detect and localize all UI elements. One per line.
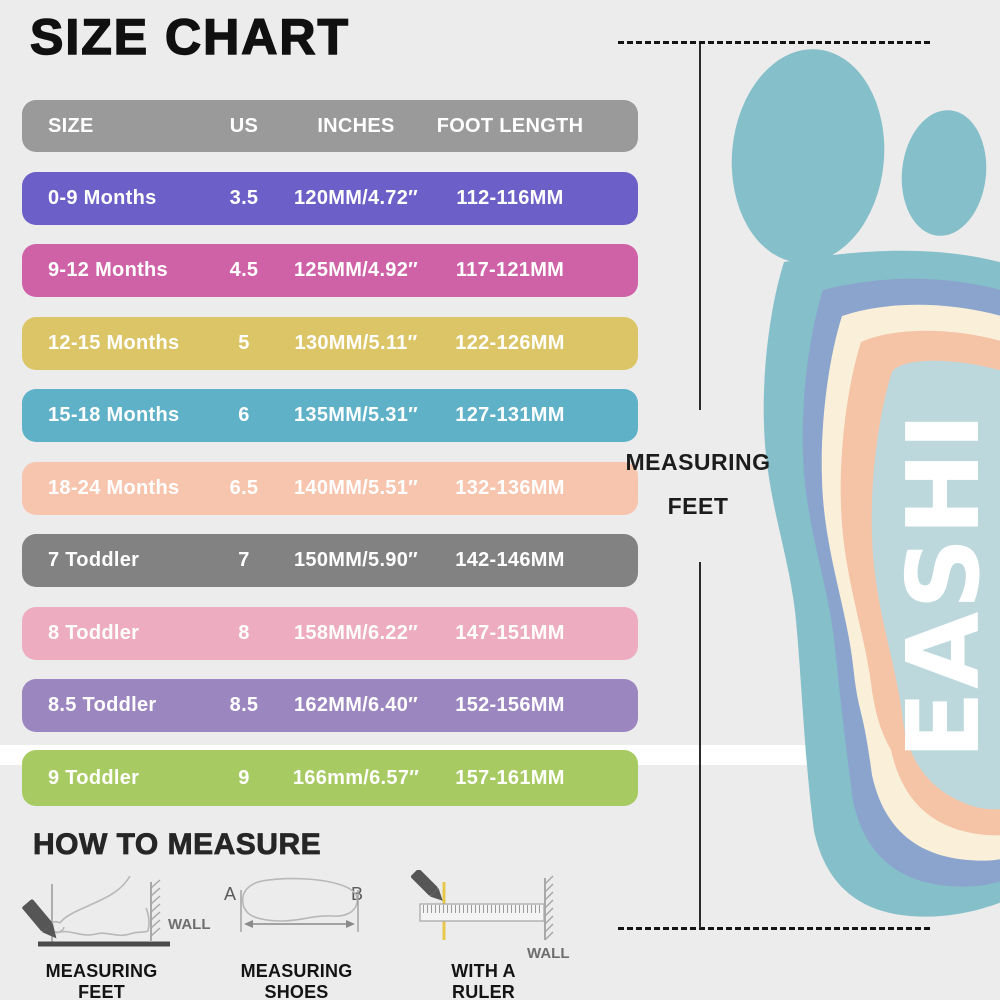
cell-foot-length: 147-151MM: [455, 622, 565, 644]
cell-size: 8 Toddler: [48, 622, 140, 644]
cell-inches: 135MM/5.31″: [293, 404, 419, 426]
foot-profile-outline: [49, 875, 150, 937]
cell-size: 12-15 Months: [48, 332, 180, 354]
how-to-measure-diagrams: WALL A B: [22, 870, 570, 962]
cell-inches: 130MM/5.11″: [294, 332, 418, 354]
cell-inches: 125MM/4.92″: [293, 259, 419, 281]
wall-label: WALL: [168, 916, 211, 933]
measuring-feet-diagram: WALL: [22, 875, 211, 947]
brand-text: EASHI: [885, 411, 1000, 760]
cell-size: 9 Toddler: [48, 766, 140, 789]
annotation-line-2: FEET: [667, 493, 729, 519]
heel-dashed-line: [618, 927, 930, 930]
cell-us: 8: [238, 622, 250, 644]
table-row: 18-24 Months 6.5 140MM/5.51″ 132-136MM: [22, 462, 638, 515]
how-to-measure-heading: HOW TO MEASURE: [33, 828, 322, 862]
cell-us: 8.5: [229, 694, 259, 716]
table-row: 7 Toddler 7 150MM/5.90″ 142-146MM: [22, 534, 638, 587]
wall-label: WALL: [527, 945, 570, 962]
point-a-label: A: [224, 884, 236, 904]
measuring-feet-annotation: MEASURING FEET: [608, 449, 788, 520]
cell-size: 9-12 Months: [48, 259, 168, 281]
cell-foot-length: 157-161MM: [455, 766, 565, 789]
cell-inches: 166mm/6.57″: [292, 766, 420, 789]
table-row: 12-15 Months 5 130MM/5.11″ 122-126MM: [22, 317, 638, 370]
cell-size: 18-24 Months: [48, 477, 180, 499]
big-toe-shape: [731, 49, 885, 263]
cell-size: 0-9 Months: [48, 187, 157, 209]
pencil-icon: [22, 899, 57, 939]
diagram-label-measuring-feet: MEASURING FEET: [45, 961, 158, 1000]
table-row: 8.5 Toddler 8.5 162MM/6.40″ 152-156MM: [22, 679, 638, 732]
cell-us: 6.5: [229, 477, 259, 499]
cell-us: 7: [238, 549, 250, 571]
cell-size: 15-18 Months: [48, 404, 180, 426]
cell-us: 3.5: [229, 187, 259, 209]
ruler: [419, 903, 545, 922]
wall-hatching: [544, 875, 554, 941]
cell-us: 5: [238, 332, 250, 354]
cell-foot-length: 117-121MM: [455, 259, 565, 281]
pencil-icon: [411, 870, 443, 901]
diagram-label-with-a-ruler: WITH A RULER: [451, 961, 516, 1000]
with-a-ruler-diagram: WALL: [411, 870, 570, 962]
header-inches: INCHES: [317, 114, 395, 137]
cell-foot-length: 127-131MM: [455, 404, 565, 426]
cell-inches: 158MM/6.22″: [293, 622, 419, 644]
cell-inches: 120MM/4.72″: [293, 187, 419, 209]
cell-us: 9: [238, 766, 250, 789]
point-b-label: B: [351, 884, 363, 904]
table-row: 9-12 Months 4.5 125MM/4.92″ 117-121MM: [22, 244, 638, 297]
size-table: SIZE US INCHES FOOT LENGTH 0-9 Months 3.…: [22, 0, 638, 810]
cell-foot-length: 132-136MM: [455, 477, 565, 499]
cell-size: 7 Toddler: [48, 549, 140, 571]
cell-foot-length: 112-116MM: [456, 187, 564, 209]
foot-inner-sole: [871, 360, 1000, 810]
cell-foot-length: 142-146MM: [455, 549, 565, 571]
diagram-label-measuring-shoes: MEASURING SHOES: [240, 961, 353, 1000]
cell-inches: 150MM/5.90″: [293, 549, 419, 571]
cell-inches: 140MM/5.51″: [293, 477, 419, 499]
annotation-line-1: MEASURING: [625, 449, 771, 475]
header-size: SIZE: [48, 114, 94, 137]
second-toe-shape: [901, 110, 987, 236]
length-arrow: [244, 920, 355, 928]
table-row: 0-9 Months 3.5 120MM/4.72″ 112-116MM: [22, 172, 638, 225]
cell-foot-length: 152-156MM: [455, 694, 565, 716]
cell-size: 8.5 Toddler: [48, 694, 157, 716]
toe-dashed-line: [618, 41, 930, 44]
page-title: SIZE CHART: [29, 8, 350, 66]
footprint-illustration: EASHI: [731, 49, 1000, 917]
cell-foot-length: 122-126MM: [455, 332, 565, 354]
table-row: 9 Toddler 9 166mm/6.57″ 157-161MM: [22, 750, 638, 806]
header-foot-length: FOOT LENGTH: [436, 114, 584, 137]
measuring-shoes-diagram: A B: [224, 877, 363, 932]
wall-hatching: [150, 879, 161, 937]
measure-vertical-line-lower: [699, 562, 701, 928]
header-us: US: [229, 114, 259, 137]
table-row: 15-18 Months 6 135MM/5.31″ 127-131MM: [22, 389, 638, 442]
cell-us: 6: [238, 404, 250, 426]
cell-inches: 162MM/6.40″: [293, 694, 419, 716]
table-row: 8 Toddler 8 158MM/6.22″ 147-151MM: [22, 607, 638, 660]
cell-us: 4.5: [229, 259, 259, 281]
table-header-row: SIZE US INCHES FOOT LENGTH: [22, 100, 638, 152]
shoe-outline: [241, 877, 359, 922]
measure-vertical-line-upper: [699, 44, 701, 410]
